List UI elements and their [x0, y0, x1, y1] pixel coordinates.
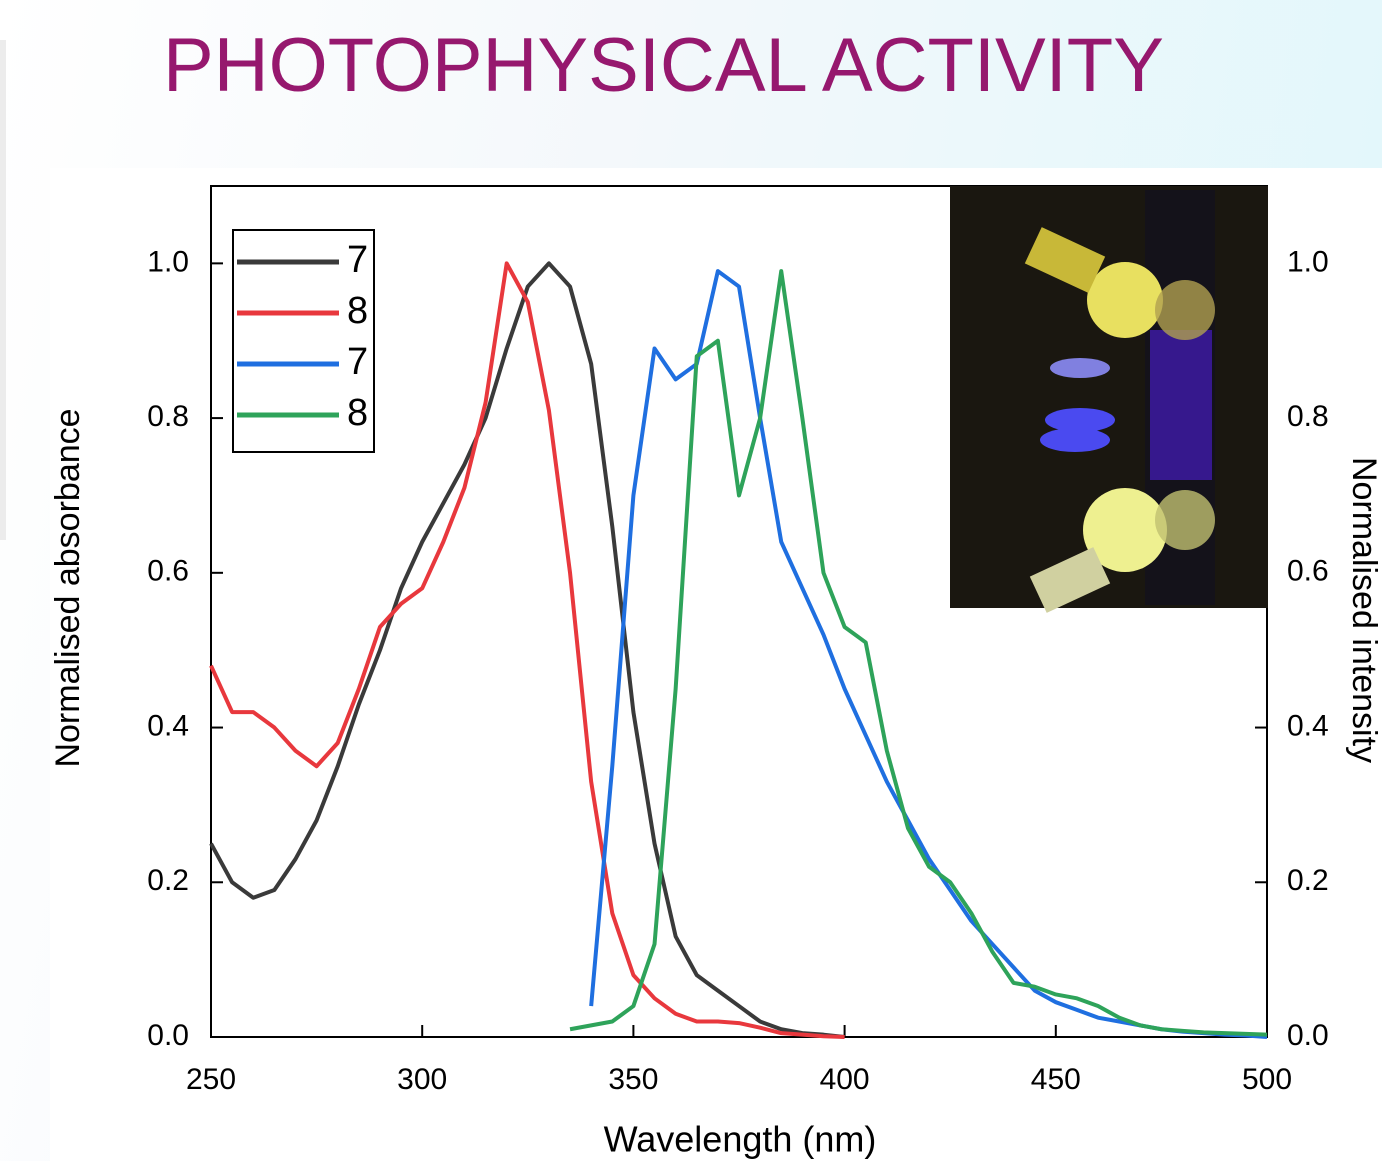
legend-label: 8 — [347, 290, 368, 332]
chart: Wavelength (nm) Normalised absorbance No… — [0, 0, 1382, 1161]
y-tick-label: 1.0 — [147, 245, 189, 278]
x-tick-label: 400 — [820, 1063, 870, 1096]
y2-tick-label: 0.2 — [1287, 864, 1329, 897]
y-axis-label: Normalised absorbance — [49, 408, 87, 767]
slide: PHOTOPHYSICAL ACTIVITY Wavelength (nm) N… — [0, 0, 1382, 1161]
y-tick-label: 0.0 — [147, 1019, 189, 1052]
x-tick-label: 450 — [1031, 1063, 1081, 1096]
x-tick-label: 350 — [608, 1063, 658, 1096]
y2-axis-label: Normalised intensity — [1345, 457, 1382, 763]
legend-label: 7 — [347, 239, 368, 281]
y2-tick-label: 0.6 — [1287, 555, 1329, 588]
x-tick-label: 300 — [397, 1063, 447, 1096]
y2-tick-label: 0.4 — [1287, 709, 1329, 742]
y2-tick-label: 1.0 — [1287, 245, 1329, 278]
side-strip — [0, 40, 6, 540]
legend-label: 7 — [347, 341, 368, 383]
inset-photo — [950, 186, 1268, 613]
x-axis-label: Wavelength (nm) — [604, 1119, 877, 1160]
y2-tick-label: 0.8 — [1287, 400, 1329, 433]
legend-label: 8 — [347, 392, 368, 434]
y-tick-label: 0.6 — [147, 555, 189, 588]
x-tick-label: 500 — [1242, 1063, 1292, 1096]
y-tick-label: 0.2 — [147, 864, 189, 897]
y-tick-label: 0.4 — [147, 709, 189, 742]
x-tick-label: 250 — [186, 1063, 236, 1096]
y-tick-label: 0.8 — [147, 400, 189, 433]
y2-tick-label: 0.0 — [1287, 1019, 1329, 1052]
